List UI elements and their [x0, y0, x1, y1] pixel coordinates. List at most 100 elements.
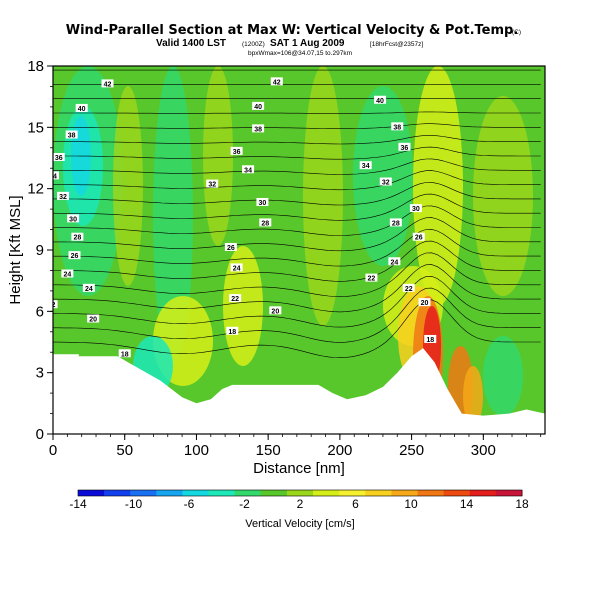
colorbar-swatch: [495, 490, 523, 496]
contour-label-bg: [365, 273, 378, 282]
colorbar: -14 -10 -6 -2 2 6 10 14 18: [69, 489, 529, 511]
contour-label-bg: [412, 232, 425, 241]
contour-label: 24: [85, 286, 93, 293]
colorbar-swatch: [391, 490, 419, 496]
contour-label: 38: [393, 124, 401, 131]
contour-label: 20: [271, 308, 279, 315]
potential-temperature-contours: [53, 69, 541, 359]
theta-contour: [53, 228, 541, 267]
y-tick-label: 15: [27, 119, 44, 136]
contour-label-bg: [53, 171, 59, 180]
x-tick-label: 0: [49, 442, 57, 459]
y-axis-label: Height [Kft MSL]: [7, 195, 24, 304]
x-tick-label: 200: [327, 442, 352, 459]
contour-label-bg: [252, 124, 265, 133]
velocity-shade: [473, 96, 533, 296]
contour-label: 20: [421, 300, 429, 307]
contour-label: 20: [89, 317, 97, 324]
contour-label-bg: [230, 146, 243, 155]
x-tick-label: 150: [256, 442, 281, 459]
contour-label-bg: [409, 204, 422, 213]
contour-label: 26: [71, 253, 79, 260]
contour-label-bg: [252, 101, 265, 110]
contour-label: 18: [426, 337, 434, 344]
contour-label: 28: [261, 220, 269, 227]
theta-contour: [53, 264, 541, 313]
contour-label: 40: [78, 106, 86, 113]
contour-label-bg: [270, 77, 283, 86]
colorbar-tick-label: -14: [69, 497, 87, 511]
colorbar-tick-label: 10: [404, 497, 418, 511]
contour-label-bg: [53, 300, 58, 309]
colorbar-swatch: [443, 490, 471, 496]
contour-label-bg: [242, 165, 255, 174]
contour-label: 24: [390, 259, 398, 266]
velocity-shade: [153, 66, 193, 366]
y-axis: 0 3 6 9 12 15 18: [27, 58, 53, 443]
contour-label: 42: [104, 81, 112, 88]
colorbar-swatch: [313, 490, 340, 496]
contour-label: 18: [228, 329, 236, 336]
colorbar-swatch: [260, 490, 288, 496]
velocity-shade: [203, 66, 233, 246]
theta-contour: [53, 287, 541, 343]
chart-subtitle-2: bpxWmax=106@34.07,15 to.297km: [248, 50, 352, 57]
colorbar-swatch: [417, 490, 445, 496]
theta-contour: [53, 275, 541, 328]
contour-label: 42: [273, 79, 281, 86]
colorbar-tick-label: 6: [352, 497, 359, 511]
theta-contour: [53, 170, 541, 191]
chart-subtitle-z: (1200Z): [242, 41, 265, 48]
velocity-shade: [483, 336, 523, 416]
theta-contour: [53, 146, 541, 160]
x-tick-label: 250: [399, 442, 424, 459]
contour-label: 38: [68, 133, 76, 140]
colorbar-tick-label: -6: [184, 497, 195, 511]
contour-label-bg: [75, 103, 88, 112]
contour-label-bg: [101, 79, 114, 88]
x-axis: 0 50 100 150 200 250 300: [49, 434, 542, 459]
x-tick-label: 100: [184, 442, 209, 459]
colorbar-tick-label: 18: [515, 497, 529, 511]
colorbar-swatch: [286, 490, 314, 496]
contour-label: 32: [208, 182, 216, 189]
contour-label-bg: [269, 306, 282, 315]
contour-label-bg: [229, 294, 242, 303]
contour-label: 22: [368, 276, 376, 283]
theta-contour: [53, 135, 541, 145]
colorbar-swatch: [156, 490, 183, 496]
contour-label: 34: [362, 163, 370, 170]
contour-label: 26: [415, 235, 423, 242]
colorbar-tick-label: -10: [125, 497, 143, 511]
x-axis-label: Distance [nm]: [253, 460, 345, 477]
chart-title-unit: (C): [512, 29, 521, 36]
chart-subtitle-fcst: [18hrFcst@2357z]: [370, 41, 423, 48]
contour-label-bg: [65, 130, 78, 139]
velocity-shade: [223, 246, 263, 366]
contour-label: 30: [412, 206, 420, 213]
contour-label: 24: [63, 272, 71, 279]
y-tick-label: 18: [27, 58, 44, 75]
contour-label: 40: [254, 104, 262, 111]
contour-label: 26: [227, 245, 235, 252]
colorbar-tick-label: 2: [297, 497, 304, 511]
x-tick-label: 50: [116, 442, 133, 459]
y-tick-label: 9: [36, 242, 44, 259]
contour-label: 40: [376, 98, 384, 105]
theta-contour: [53, 158, 541, 175]
contour-label-bg: [118, 349, 131, 358]
contour-label-bg: [224, 242, 237, 251]
contour-label: 24: [233, 265, 241, 272]
colorbar-swatch: [469, 490, 497, 496]
y-tick-label: 12: [27, 181, 44, 198]
contour-label-bg: [67, 214, 80, 223]
contour-label-bg: [424, 334, 437, 343]
theta-contour: [53, 111, 541, 114]
contour-label-bg: [230, 263, 243, 272]
contour-label-bg: [206, 179, 219, 188]
colorbar-tick-label: -2: [239, 497, 250, 511]
chart-subtitle-date: SAT 1 Aug 2009: [270, 38, 345, 49]
contour-label: 36: [401, 145, 409, 152]
colorbar-swatch: [104, 490, 131, 496]
